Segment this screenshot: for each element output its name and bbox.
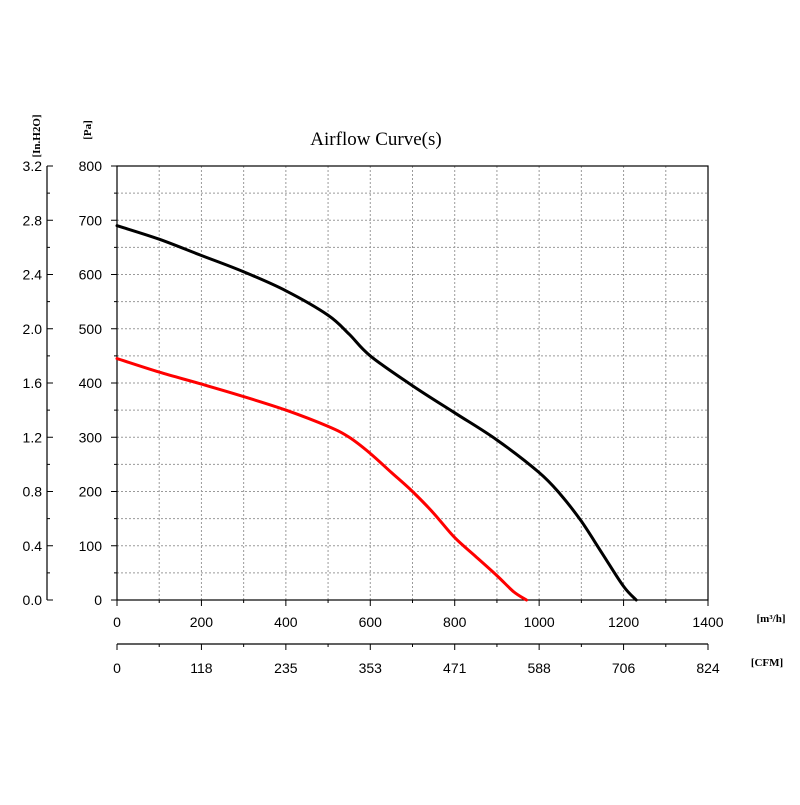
x-tick-label-secondary: 471 (443, 660, 467, 676)
y-tick-label: 100 (79, 538, 103, 554)
series-lines (115, 224, 638, 602)
y-tick-label-secondary: 3.2 (23, 158, 43, 174)
x-tick-label-secondary: 235 (274, 660, 298, 676)
x-tick-label: 1000 (524, 614, 555, 630)
x-tick-label-secondary: 353 (359, 660, 383, 676)
y-tick-label-secondary: 2.4 (23, 267, 43, 283)
y-tick-label-secondary: 0.4 (23, 538, 43, 554)
y-tick-label: 800 (79, 158, 103, 174)
chart-title: Airflow Curve(s) (310, 129, 441, 150)
y-tick-label: 300 (79, 429, 103, 445)
x-tick-label: 800 (443, 614, 467, 630)
x-axis-unit-secondary: [CFM] (751, 657, 783, 669)
y-tick-label-secondary: 2.8 (23, 212, 43, 228)
x-tick-label: 0 (113, 614, 121, 630)
y-tick-label-secondary: 1.2 (23, 429, 43, 445)
y-tick-label: 0 (94, 592, 102, 608)
y-tick-label-secondary: 0.8 (23, 484, 43, 500)
x-tick-label: 1400 (692, 614, 723, 630)
x-tick-label-secondary: 824 (696, 660, 720, 676)
y-tick-label: 200 (79, 484, 103, 500)
series-line-1 (115, 224, 638, 602)
x-tick-label-secondary: 0 (113, 660, 121, 676)
x-axis-unit-primary: [m³/h] (757, 613, 786, 625)
x-tick-label-secondary: 588 (527, 660, 551, 676)
tick-labels: 0 0.0 100 0.4 200 0.8 300 1.2 400 1.6 500 2.0 600 2.4… (23, 158, 724, 676)
x-tick-label: 600 (359, 614, 383, 630)
x-tick-label: 400 (274, 614, 298, 630)
x-tick-label-secondary: 118 (190, 660, 213, 676)
y-tick-label-secondary: 0.0 (23, 592, 43, 608)
y-axis-unit-secondary: [In.H2O] (31, 114, 43, 157)
y-tick-label: 600 (79, 267, 103, 283)
y-tick-label: 400 (79, 375, 103, 391)
series-line-2 (115, 357, 528, 602)
y-tick-label-secondary: 1.6 (23, 375, 43, 391)
grid (117, 166, 708, 600)
y-tick-label: 700 (79, 212, 103, 228)
x-tick-label: 1200 (608, 614, 639, 630)
y-tick-label: 500 (79, 321, 103, 337)
axes (46, 165, 709, 650)
x-tick-label: 200 (190, 614, 214, 630)
y-axis-unit-primary: [Pa] (82, 120, 94, 140)
x-tick-label-secondary: 706 (612, 660, 636, 676)
y-tick-label-secondary: 2.0 (23, 321, 43, 337)
